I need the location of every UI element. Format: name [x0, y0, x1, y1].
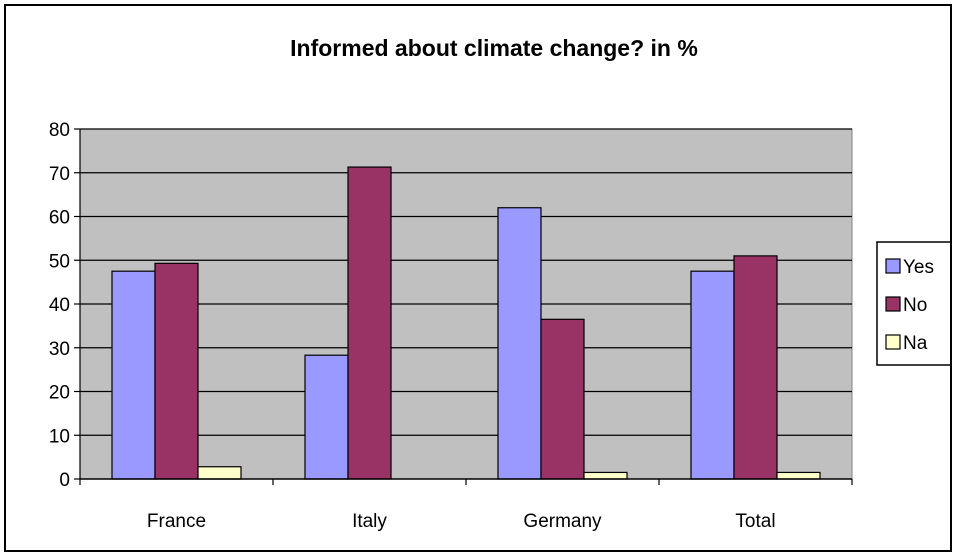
bar-yes-italy [305, 355, 348, 479]
bar-na-total [777, 472, 820, 479]
x-tick-label: Germany [523, 511, 602, 532]
bar-na-france [198, 467, 241, 479]
legend-swatch-na [886, 335, 900, 349]
bar-yes-france [112, 271, 155, 479]
y-tick-label: 60 [49, 208, 70, 229]
y-tick-label: 30 [49, 339, 70, 360]
bar-chart: Informed about climate change? in % 0 10 2… [6, 6, 950, 550]
bar-no-total [734, 256, 777, 479]
y-tick-label: 20 [49, 383, 70, 404]
legend: Yes No Na [877, 242, 950, 365]
x-tick-label: France [147, 511, 206, 532]
legend-swatch-yes [886, 259, 900, 273]
bar-na-germany [584, 472, 627, 479]
bar-no-italy [348, 167, 391, 479]
chart-title: Informed about climate change? in % [290, 35, 698, 61]
y-tick-label: 70 [49, 164, 70, 185]
y-tick-label: 50 [49, 251, 70, 272]
y-tick-label: 80 [49, 120, 70, 141]
bar-yes-germany [498, 208, 541, 479]
legend-label-no: No [903, 295, 927, 316]
bar-yes-total [691, 271, 734, 479]
y-tick-label: 10 [49, 426, 70, 447]
legend-label-yes: Yes [903, 257, 934, 278]
x-tick-label: Total [735, 511, 775, 532]
legend-label-na: Na [903, 333, 928, 354]
chart-frame: Informed about climate change? in % 0 10 2… [4, 4, 952, 552]
y-tick-label: 40 [49, 295, 70, 316]
x-tick-label: Italy [352, 511, 387, 532]
bar-no-france [155, 263, 198, 479]
bar-no-germany [541, 319, 584, 479]
legend-swatch-no [886, 297, 900, 311]
y-tick-label: 0 [59, 470, 70, 491]
